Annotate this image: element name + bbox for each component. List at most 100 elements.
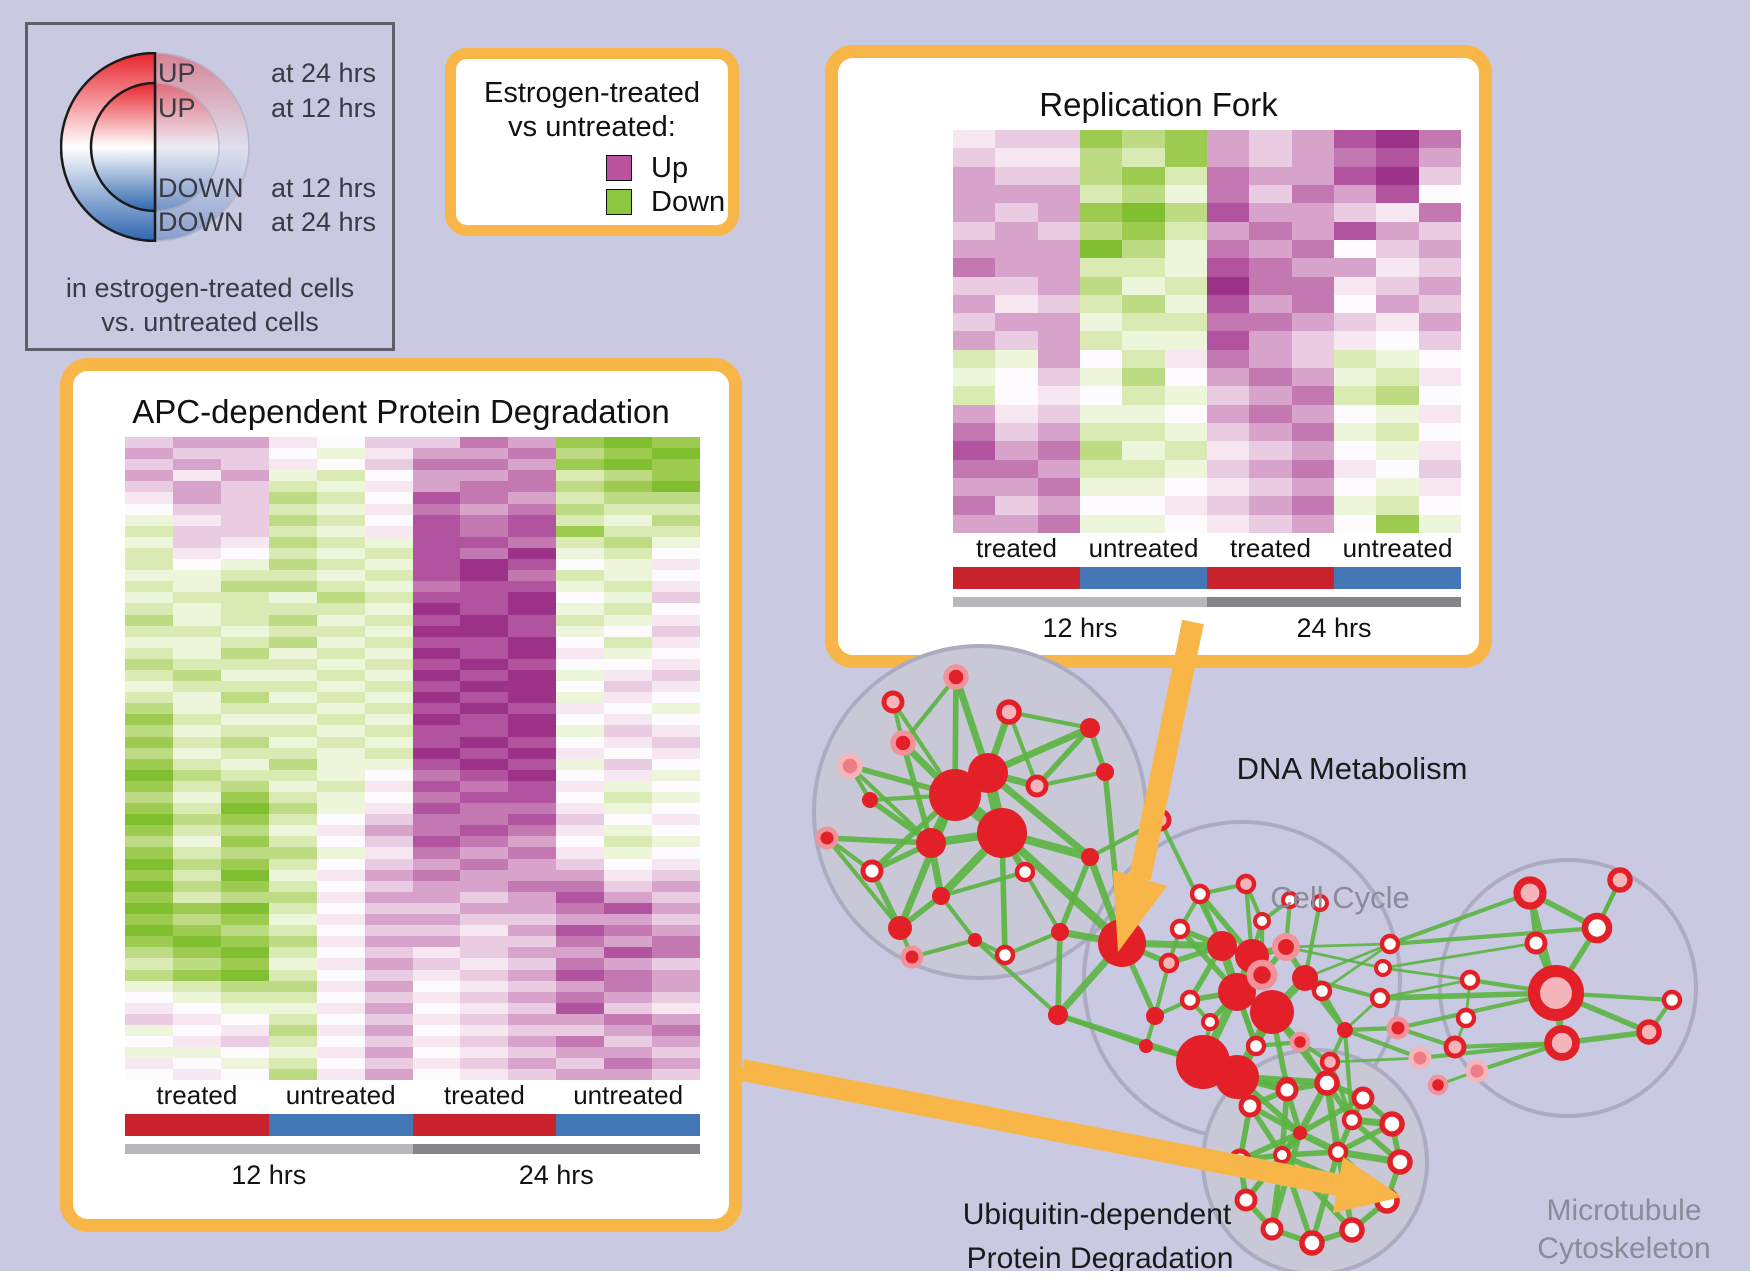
heatmap-cell: [652, 1002, 701, 1014]
time-label-24hrs: 24 hrs: [518, 1160, 594, 1190]
heatmap-cell: [1376, 331, 1419, 350]
heatmap-cell: [1206, 349, 1250, 369]
heatmap-cell: [604, 636, 653, 648]
heatmap-cell: [1122, 184, 1165, 204]
heatmap-cell: [364, 947, 413, 959]
heatmap-cell: [364, 448, 413, 460]
heatmap-cell: [172, 1069, 221, 1081]
heatmap-cell: [172, 536, 221, 548]
heatmap-cell: [125, 803, 173, 815]
heatmap-cell: [1376, 368, 1419, 387]
heatmap-cell: [460, 714, 509, 726]
heatmap-cell: [1376, 221, 1419, 240]
heatmap-cell: [604, 448, 653, 460]
heatmap-cell: [1037, 184, 1080, 204]
gene-node-R: [1427, 1074, 1449, 1096]
heatmap-cell: [1079, 496, 1123, 515]
heatmap-cell: [460, 492, 509, 504]
heatmap-cell: [1291, 441, 1334, 460]
heatmap-cell: [1037, 258, 1080, 277]
network-edge: [1344, 1028, 1421, 1060]
heatmap-cell: [1122, 294, 1165, 314]
heatmap-cell: [125, 681, 173, 693]
heatmap-cell: [172, 503, 221, 515]
heatmap-cell: [460, 1013, 509, 1025]
heatmap-cell: [604, 625, 653, 637]
heatmap-cell: [172, 1036, 221, 1048]
heatmap-cell: [220, 814, 269, 826]
heatmap-row: [125, 769, 701, 781]
heatmap-cell: [172, 547, 221, 560]
heatmap-cell: [556, 481, 605, 493]
heatmap-cell: [1164, 258, 1207, 277]
heatmap-cell: [995, 313, 1038, 332]
heatmap-cell: [268, 437, 317, 449]
heatmap-cell: [1122, 258, 1165, 277]
heatmap-cell: [316, 736, 365, 748]
heatmap-cell: [953, 221, 996, 240]
heatmap-cell: [556, 503, 605, 515]
heatmap-row: [125, 1002, 701, 1014]
apc-panel-title: APC-dependent Protein Degradation: [132, 393, 670, 430]
heatmap-cell: [652, 681, 701, 693]
heatmap-cell: [1079, 404, 1123, 423]
heatmap-cell: [1122, 349, 1165, 369]
heatmap-cell: [172, 559, 221, 571]
heatmap-cell: [508, 725, 557, 737]
heatmap-cell: [412, 902, 461, 915]
heatmap-cell: [1333, 459, 1377, 478]
heatmap-row: [953, 203, 1461, 222]
heatmap-cell: [316, 1047, 365, 1059]
gene-node-P: [1607, 867, 1633, 893]
gene-node-W: [1179, 989, 1201, 1011]
heatmap-cell: [556, 603, 605, 615]
heatmap-cell: [508, 814, 557, 826]
heatmap-cell: [508, 470, 557, 482]
heatmap-cell: [412, 1036, 461, 1048]
heatmap-cell: [604, 1036, 653, 1048]
heatmap-cell: [125, 891, 173, 903]
heatmap-cell: [604, 958, 653, 970]
gene-node-R: [1386, 1016, 1410, 1040]
heatmap-cell: [364, 470, 413, 482]
heatmap-cell: [995, 331, 1038, 350]
heatmap-row: [953, 166, 1461, 185]
heatmap-row: [125, 681, 701, 693]
heatmap-cell: [652, 581, 701, 593]
heatmap-cell: [460, 769, 509, 781]
heatmap-cell: [412, 570, 461, 582]
heatmap-cell: [125, 902, 173, 915]
heatmap-cell: [268, 514, 317, 526]
heatmap-row: [125, 858, 701, 870]
heatmap-cell: [1333, 294, 1377, 314]
heatmap-cell: [412, 625, 461, 637]
heatmap-cell: [412, 814, 461, 826]
heatmap-cell: [604, 1002, 653, 1014]
heatmap-cell: [508, 769, 557, 781]
heatmap-cell: [316, 947, 365, 959]
heatmap-cell: [508, 514, 557, 526]
gene-node-S: [1081, 848, 1099, 866]
heatmap-cell: [364, 636, 413, 648]
gene-node-S: [968, 753, 1008, 793]
heatmap-cell: [1333, 184, 1377, 204]
heatmap-cell: [1206, 258, 1250, 277]
heatmap-cell: [508, 681, 557, 693]
heatmap-cell: [125, 658, 173, 670]
heatmap-row: [953, 477, 1461, 497]
heatmap-cell: [1249, 313, 1292, 332]
heatmap-cell: [1037, 331, 1080, 350]
heatmap-cell: [652, 536, 701, 548]
gene-node-P: [1443, 1035, 1467, 1059]
heatmap-cell: [652, 969, 701, 981]
gene-node-S: [968, 933, 982, 947]
gene-node-W: [1245, 1035, 1267, 1057]
network-edge: [1034, 726, 1093, 788]
heatmap-cell: [460, 847, 509, 859]
heatmap-cell: [556, 1002, 605, 1014]
heatmap-cell: [364, 914, 413, 926]
heatmap-cell: [220, 969, 269, 981]
heatmap-cell: [1291, 276, 1334, 295]
heatmap-cell: [172, 891, 221, 903]
heatmap-cell: [1206, 239, 1250, 259]
